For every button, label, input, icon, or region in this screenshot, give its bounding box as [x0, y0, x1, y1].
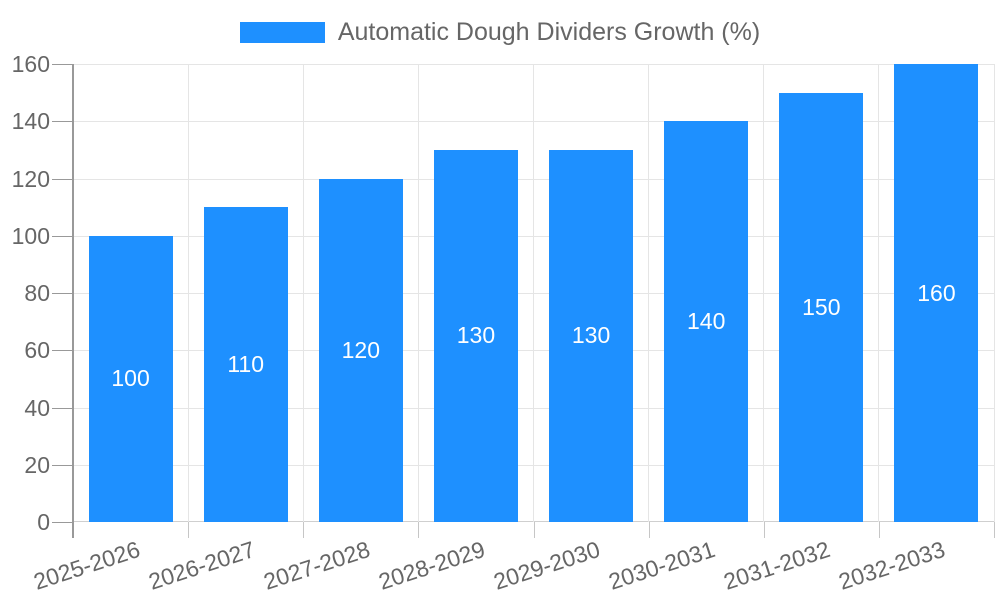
- y-tick: [52, 178, 73, 180]
- x-tick: [533, 522, 535, 538]
- bar-value-label: 130: [456, 322, 496, 349]
- y-tick: [52, 235, 73, 237]
- gridline-v: [993, 64, 995, 522]
- y-tick: [52, 407, 73, 409]
- x-axis-label: 2031-2032: [720, 536, 834, 595]
- x-axis-label: 2029-2030: [490, 536, 604, 595]
- bar: 110: [203, 207, 288, 522]
- y-axis-label: 60: [24, 337, 50, 364]
- bar: 140: [664, 121, 749, 522]
- y-axis-line: [71, 64, 74, 538]
- y-axis-label: 40: [24, 394, 50, 421]
- y-axis-label: 140: [11, 108, 50, 135]
- x-axis-label: 2028-2029: [375, 536, 488, 595]
- x-axis-label: 2032-2033: [835, 536, 949, 595]
- gridline-v: [417, 64, 419, 522]
- y-tick: [52, 464, 73, 466]
- y-axis-label: 0: [37, 509, 50, 535]
- bar: 120: [318, 178, 403, 522]
- gridline-v: [533, 64, 534, 522]
- x-tick: [188, 522, 190, 538]
- y-axis-label: 160: [11, 51, 50, 77]
- gridline-v: [187, 64, 189, 522]
- bar: 100: [88, 235, 173, 522]
- legend-label: Automatic Dough Dividers Growth (%): [337, 18, 761, 46]
- x-axis-label: 2026-2027: [145, 536, 258, 595]
- bar: 130: [433, 149, 518, 522]
- bar-value-label: 160: [917, 279, 956, 306]
- x-axis-label: 2027-2028: [260, 536, 373, 595]
- y-axis-label: 20: [24, 451, 50, 478]
- bar-value-label: 110: [227, 351, 265, 378]
- y-tick: [52, 350, 73, 352]
- x-tick: [648, 522, 650, 538]
- bar-value-label: 100: [111, 365, 150, 392]
- y-tick: [52, 522, 73, 523]
- x-tick: [418, 522, 420, 538]
- x-axis-label: 2025-2026: [29, 536, 143, 595]
- bar: 150: [779, 92, 864, 522]
- x-tick: [303, 522, 305, 538]
- bar-value-label: 140: [687, 308, 726, 335]
- legend-swatch-icon: [239, 22, 325, 43]
- bar-value-label: 150: [802, 293, 841, 320]
- y-tick: [52, 121, 73, 123]
- legend[interactable]: Automatic Dough Dividers Growth (%): [0, 20, 1000, 45]
- gridline-v: [648, 64, 650, 522]
- y-axis-label: 80: [24, 280, 50, 306]
- y-axis-label: 120: [11, 165, 50, 192]
- gridline-v: [302, 64, 304, 522]
- bar-value-label: 120: [341, 336, 380, 363]
- y-axis-label: 100: [11, 222, 50, 249]
- plot-area: 100 110 120 130 130 140 150 160: [73, 64, 995, 522]
- bar-value-label: 130: [571, 322, 611, 349]
- y-tick: [52, 293, 73, 294]
- bar: 160: [894, 64, 979, 522]
- gridline-v: [878, 64, 880, 522]
- y-tick: [52, 64, 73, 65]
- x-tick: [763, 522, 765, 538]
- gridline-v: [763, 64, 765, 522]
- x-tick: [994, 522, 995, 538]
- x-tick: [878, 522, 880, 538]
- x-axis-label: 2030-2031: [605, 536, 719, 595]
- bar: 130: [549, 149, 634, 522]
